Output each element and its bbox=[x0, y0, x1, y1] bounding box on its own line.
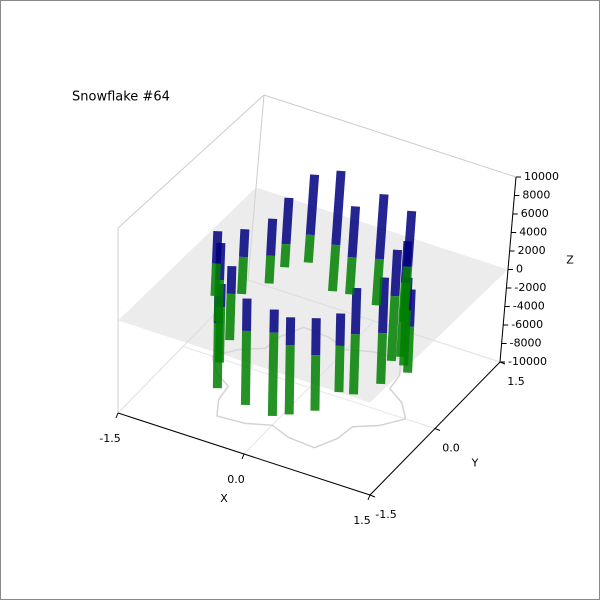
pane-edge bbox=[263, 94, 517, 178]
stem bbox=[280, 243, 291, 268]
z-axis-label: Z bbox=[566, 254, 574, 267]
y-tick-label: 1.5 bbox=[507, 375, 525, 388]
z-tick-label: -10000 bbox=[508, 355, 547, 368]
z-tick-label: 8000 bbox=[522, 189, 550, 202]
stem bbox=[267, 332, 279, 417]
z-tick-label: -8000 bbox=[510, 337, 542, 350]
stem bbox=[378, 277, 390, 334]
z-tick-label: 0 bbox=[516, 263, 523, 276]
y-tick-label: 0.0 bbox=[442, 442, 460, 455]
stem bbox=[331, 170, 346, 246]
stem bbox=[347, 206, 361, 258]
y-tick bbox=[369, 494, 376, 498]
stem bbox=[212, 323, 223, 389]
stem bbox=[303, 234, 315, 263]
stem bbox=[345, 257, 357, 295]
x-tick-label: 0.0 bbox=[227, 473, 245, 486]
stem bbox=[310, 355, 321, 411]
pane-edge bbox=[117, 94, 265, 229]
x-tick bbox=[241, 453, 245, 460]
stem bbox=[305, 174, 320, 236]
stem bbox=[403, 326, 415, 373]
stem bbox=[284, 345, 295, 415]
y-axis-label: Y bbox=[471, 457, 479, 470]
chart-title: Snowflake #64 bbox=[72, 90, 170, 105]
z-tick-label: 6000 bbox=[521, 207, 549, 220]
stem bbox=[240, 330, 252, 405]
stem bbox=[281, 197, 294, 245]
x-tick bbox=[367, 494, 371, 501]
y-tick-label: -1.5 bbox=[375, 508, 396, 521]
stem bbox=[350, 287, 362, 335]
stem bbox=[376, 332, 388, 385]
stem bbox=[237, 256, 248, 295]
stem bbox=[264, 255, 276, 284]
x-tick-label: 1.5 bbox=[353, 514, 371, 527]
stem bbox=[311, 318, 321, 356]
z-tick-label: -2000 bbox=[514, 281, 546, 294]
stem bbox=[374, 194, 389, 260]
x-tick bbox=[115, 412, 119, 419]
stem bbox=[334, 345, 345, 393]
stem bbox=[371, 258, 384, 306]
z-tick-label: 10000 bbox=[524, 170, 559, 183]
stem bbox=[266, 218, 278, 256]
grid-line bbox=[182, 346, 436, 429]
stem bbox=[238, 228, 250, 258]
stem bbox=[225, 293, 236, 341]
stem bbox=[335, 313, 346, 346]
stem bbox=[390, 249, 403, 297]
stem bbox=[349, 334, 360, 395]
stem bbox=[327, 244, 341, 292]
z-tick-label: 4000 bbox=[519, 226, 547, 239]
z-tick-label: -4000 bbox=[513, 300, 545, 313]
stem bbox=[226, 265, 237, 294]
x-tick-label: -1.5 bbox=[99, 432, 120, 445]
z-tick-label: -6000 bbox=[511, 318, 543, 331]
x-axis-label: X bbox=[220, 492, 228, 505]
z-tick-label: 2000 bbox=[518, 244, 546, 257]
y-tick bbox=[434, 428, 441, 431]
stem bbox=[386, 295, 400, 362]
